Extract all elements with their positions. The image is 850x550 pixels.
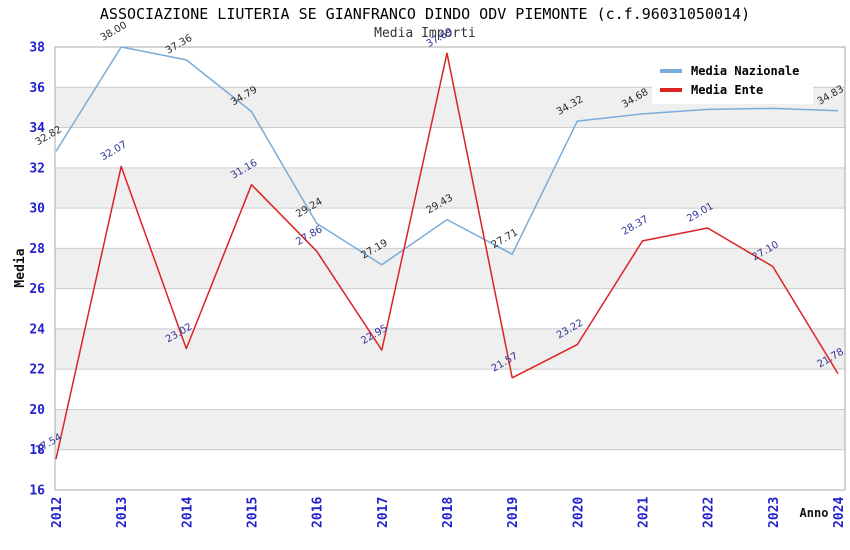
y-tick-label: 18	[29, 443, 45, 458]
chart-subtitle: Media Importi	[374, 26, 476, 41]
y-tick-label: 28	[29, 242, 45, 257]
y-tick-label: 32	[29, 161, 45, 176]
x-tick-label: 2017	[376, 497, 391, 528]
x-tick-label: 2013	[115, 497, 130, 528]
legend: Media Nazionale Media Ente	[652, 56, 813, 104]
x-tick-label: 2022	[702, 497, 717, 528]
x-tick-label: 2012	[50, 497, 65, 528]
point-label: 37.69	[425, 26, 455, 50]
y-tick-label: 36	[29, 81, 45, 96]
x-tick-label: 2016	[311, 497, 326, 528]
x-tick-label: 2021	[637, 497, 652, 528]
plot-band	[55, 409, 845, 450]
y-tick-label: 26	[29, 282, 45, 297]
y-tick-label: 34	[29, 121, 45, 136]
y-axis-title: Media	[13, 248, 28, 287]
series-line-media-ente	[55, 52, 839, 460]
y-tick-label: 38	[29, 41, 45, 56]
y-tick-label: 16	[29, 484, 45, 499]
y-tick-label: 20	[29, 403, 45, 418]
x-tick-label: 2015	[246, 497, 261, 528]
x-tick-label: 2018	[441, 497, 456, 528]
chart-title: ASSOCIAZIONE LIUTERIA SE GIANFRANCO DIND…	[99, 5, 751, 23]
point-label: 38.00	[99, 20, 129, 44]
y-tick-label: 30	[29, 202, 45, 217]
series-line-media-nazionale	[55, 46, 839, 266]
legend-label: Media Nazionale	[691, 63, 800, 78]
point-label: 37.36	[164, 33, 194, 57]
y-tick-label: 22	[29, 363, 45, 378]
x-tick-label: 2019	[506, 497, 521, 528]
plot-band	[55, 248, 845, 289]
x-tick-label: 2020	[571, 497, 586, 528]
plot-border	[54, 46, 846, 491]
x-axis-title: Anno	[800, 506, 829, 520]
plot-band	[55, 167, 845, 209]
legend-swatch-red-line-icon	[660, 87, 682, 92]
point-label: 28.37	[620, 214, 650, 238]
point-label: 32.07	[99, 139, 129, 163]
x-tick-label: 2023	[767, 497, 782, 528]
legend-label: Media Ente	[691, 82, 764, 97]
legend-item-media-nazionale: Media Nazionale	[660, 61, 805, 80]
legend-swatch-blue-line-icon	[660, 68, 682, 73]
y-tick-label: 24	[29, 322, 45, 337]
x-tick-label: 2024	[832, 497, 847, 528]
legend-item-media-ente: Media Ente	[660, 80, 805, 99]
x-tick-label: 2014	[180, 497, 195, 528]
